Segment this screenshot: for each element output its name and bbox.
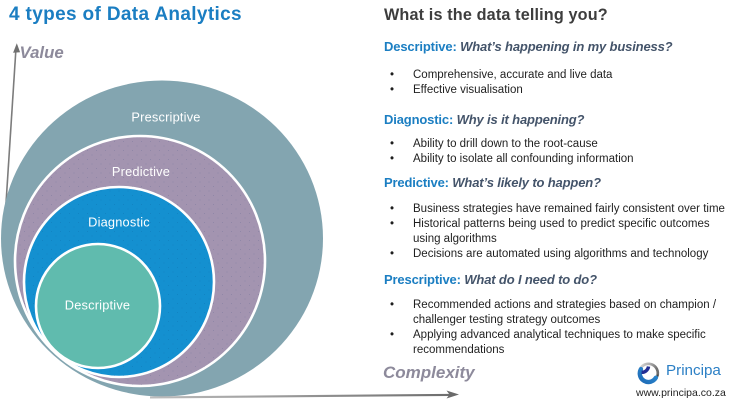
svg-text:Diagnostic: Diagnostic: [88, 215, 150, 230]
svg-text:Predictive: Predictive: [112, 164, 170, 179]
svg-text:Prescriptive: Prescriptive: [131, 110, 200, 125]
svg-text:Descriptive: Descriptive: [65, 298, 131, 313]
